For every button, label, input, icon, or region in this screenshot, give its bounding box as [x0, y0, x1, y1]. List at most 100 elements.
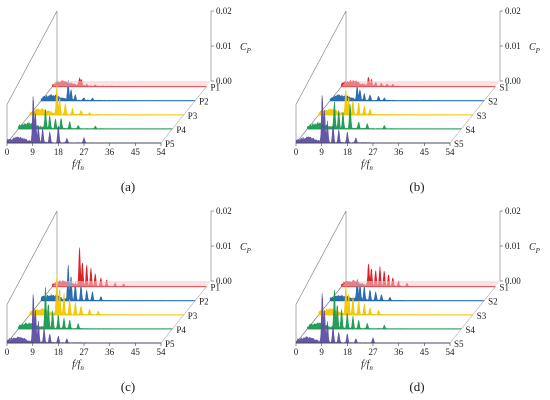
- series-label-S4: S4: [465, 125, 475, 135]
- panel-label: (b): [409, 179, 424, 194]
- z-axis-label: CP: [240, 242, 252, 255]
- x-tick-label: 36: [105, 347, 115, 357]
- floor-right-edge-segment: [172, 314, 184, 330]
- floor-right-edge-segment: [183, 300, 196, 315]
- floor-right-edge-segment: [461, 114, 473, 130]
- z-axis-label: CP: [240, 42, 252, 55]
- z-tick-label: 0.00: [505, 76, 521, 86]
- series-label-P3: P3: [188, 111, 198, 121]
- x-axis-label: f/fn: [72, 159, 84, 172]
- floor-right-edge-segment: [449, 328, 462, 344]
- series-label-S4: S4: [465, 325, 475, 335]
- z-axis-label: CP: [529, 242, 541, 255]
- x-tick-label: 36: [394, 147, 404, 157]
- x-tick-label: 54: [157, 347, 167, 357]
- series-label-P4: P4: [176, 325, 186, 335]
- x-tick-label: 0: [294, 347, 299, 357]
- z-tick-label: 0.02: [505, 6, 521, 16]
- x-tick-label: 9: [319, 147, 324, 157]
- x-tick-label: 54: [446, 347, 456, 357]
- x-axis-label: f/fn: [361, 359, 373, 372]
- series-label-S3: S3: [477, 111, 487, 121]
- series-label-P1: P1: [210, 83, 220, 93]
- series-label-S5: S5: [454, 139, 464, 149]
- back-row-plane: [341, 81, 500, 87]
- x-tick-label: 45: [420, 347, 430, 357]
- series-area-S2: [329, 85, 485, 102]
- floor-right-edge-segment: [183, 100, 196, 115]
- floor-right-edge-segment: [461, 314, 473, 330]
- side-wall-top-edge: [295, 210, 347, 305]
- x-axis-label: f/fn: [361, 159, 373, 172]
- floor-right-edge-segment: [194, 286, 207, 301]
- z-tick-label: 0.02: [216, 6, 232, 16]
- x-tick-label: 18: [54, 147, 64, 157]
- z-tick-label: 0.02: [216, 206, 232, 216]
- x-tick-label: 27: [80, 147, 90, 157]
- x-tick-label: 0: [5, 347, 10, 357]
- x-tick-label: 9: [30, 347, 35, 357]
- series-area-S5: [295, 95, 451, 144]
- x-tick-label: 45: [420, 147, 430, 157]
- series-area-P4: [18, 287, 173, 330]
- x-tick-label: 27: [80, 347, 90, 357]
- z-tick-label: 0.01: [505, 241, 521, 251]
- series-label-S3: S3: [477, 311, 487, 321]
- x-tick-label: 36: [105, 147, 115, 157]
- panel-label: (d): [409, 379, 424, 394]
- back-row-plane: [341, 281, 500, 287]
- x-tick-label: 45: [131, 147, 141, 157]
- series-area-P1: [52, 247, 207, 287]
- x-axis-label: f/fn: [72, 359, 84, 372]
- z-axis-label: CP: [529, 42, 541, 55]
- x-tick-label: 18: [343, 347, 353, 357]
- back-row-plane: [52, 81, 211, 87]
- x-tick-label: 27: [369, 147, 379, 157]
- x-tick-label: 0: [294, 147, 299, 157]
- floor-right-edge-segment: [483, 86, 496, 101]
- side-wall-top-edge: [6, 210, 58, 305]
- x-tick-label: 36: [394, 347, 404, 357]
- floor-right-edge-segment: [449, 128, 462, 144]
- floor-right-edge-segment: [472, 100, 485, 115]
- z-tick-label: 0.00: [505, 276, 521, 286]
- floor-right-edge-segment: [160, 128, 173, 144]
- series-label-P1: P1: [210, 283, 220, 293]
- x-tick-label: 27: [369, 347, 379, 357]
- back-row-plane: [52, 281, 211, 287]
- z-tick-label: 0.01: [505, 41, 521, 51]
- side-wall-top-edge: [295, 10, 347, 105]
- x-tick-label: 54: [157, 147, 167, 157]
- floor-right-edge-segment: [472, 300, 485, 315]
- series-label-S1: S1: [499, 283, 509, 293]
- series-label-P2: P2: [199, 297, 209, 307]
- series-label-S2: S2: [488, 97, 498, 107]
- floor-right-edge-segment: [160, 328, 173, 344]
- panel-label: (c): [121, 379, 135, 394]
- side-wall-top-edge: [6, 10, 58, 105]
- x-tick-label: 9: [30, 147, 35, 157]
- x-tick-label: 18: [343, 147, 353, 157]
- x-tick-label: 54: [446, 147, 456, 157]
- panel-label: (a): [121, 179, 135, 194]
- floor-right-edge-segment: [172, 114, 184, 130]
- series-label-P5: P5: [165, 339, 175, 349]
- z-tick-label: 0.02: [505, 206, 521, 216]
- floor-right-edge-segment: [483, 286, 496, 301]
- z-tick-label: 0.00: [216, 276, 232, 286]
- x-tick-label: 45: [131, 347, 141, 357]
- series-area-P5: [6, 294, 162, 344]
- x-tick-label: 18: [54, 347, 64, 357]
- series-label-S2: S2: [488, 297, 498, 307]
- z-tick-label: 0.01: [216, 241, 232, 251]
- z-tick-label: 0.01: [216, 41, 232, 51]
- series-label-P2: P2: [199, 97, 209, 107]
- series-label-P3: P3: [188, 311, 198, 321]
- series-label-S1: S1: [499, 83, 509, 93]
- z-tick-label: 0.00: [216, 76, 232, 86]
